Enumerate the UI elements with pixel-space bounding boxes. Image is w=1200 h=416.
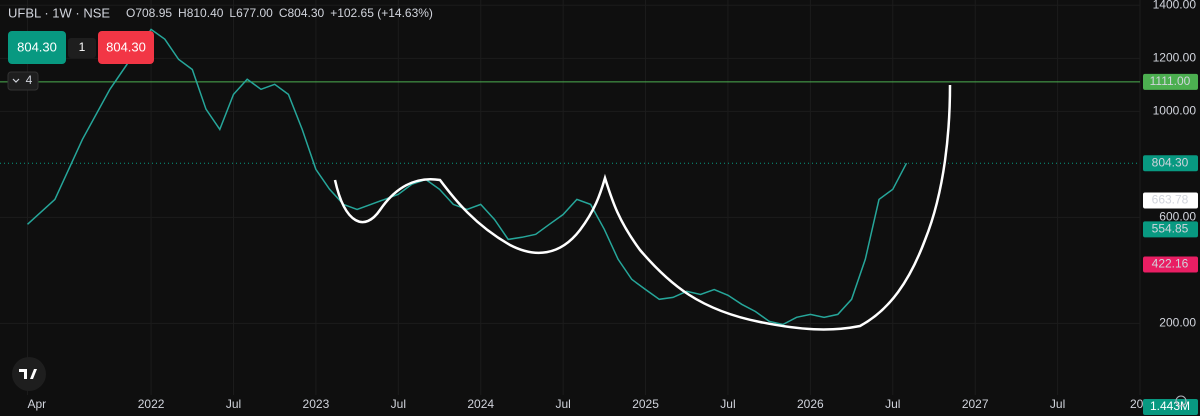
x-tick-label: 2024 [467,397,494,411]
logo [12,357,46,391]
level-label: 1111.00 [1150,74,1191,88]
indicators-count[interactable]: 4 [26,73,33,87]
price-tag [1143,192,1198,209]
volume-label: 1.443M [1150,399,1190,413]
chevron [12,78,20,83]
price-line [26,28,908,326]
price-tag-label: 663.78 [1152,193,1189,207]
x-tick-label: Jul [555,397,570,411]
price-tag-label: 554.85 [1152,222,1189,236]
x-tick-label: 2022 [138,397,165,411]
x-tick-label: 2023 [303,397,330,411]
price-tag-label: 804.30 [1152,155,1189,169]
x-tick-label: Jul [391,397,406,411]
x-tick-label: Jul [1050,397,1065,411]
level-tag [1143,73,1198,90]
ohlc-value: O708.95 [126,6,172,20]
logo-mark [19,369,37,379]
volume-tag [1143,399,1198,415]
settings-icon[interactable] [1175,395,1187,407]
x-tick-label: Jul [720,397,735,411]
indicators-toggle[interactable] [7,71,39,91]
buy-price[interactable]: 804.30 [106,39,146,54]
cup-annotation [333,84,952,331]
ohlc-value: +102.65 (+14.63%) [330,6,433,20]
price-tag [1143,256,1198,273]
x-tick-label: 2027 [962,397,989,411]
y-tick-label: 600.00 [1159,210,1196,224]
qty[interactable]: 1 [79,40,86,54]
price-tag [1143,155,1198,172]
ohlc-value: C804.30 [279,6,325,20]
ohlc-value: L677.00 [229,6,273,20]
ohlc-value: H810.40 [178,6,224,20]
y-tick-label: 1000.00 [1153,104,1197,118]
x-tick-label: Jul [226,397,241,411]
qty-box[interactable] [68,38,96,58]
ohlc-legend: O708.95 H810.40 L677.00 C804.30 +102.65 (+14… [126,6,433,20]
price-tag-label: 422.16 [1152,257,1189,271]
y-tick-label: 1200.00 [1153,50,1197,64]
buy-button[interactable] [98,31,154,64]
y-tick-label: 200.00 [1159,316,1196,330]
price-tag [1143,221,1198,238]
sell-button[interactable] [8,31,66,64]
x-tick-label: Jul [885,397,900,411]
sell-price[interactable]: 804.30 [17,39,57,54]
x-tick-label: 2026 [797,397,824,411]
x-tick-label: Apr [27,397,46,411]
symbol-title: UFBL · 1W · NSE [8,5,110,20]
y-tick-label: 1400.00 [1153,0,1197,11]
x-tick-label: 2025 [632,397,659,411]
